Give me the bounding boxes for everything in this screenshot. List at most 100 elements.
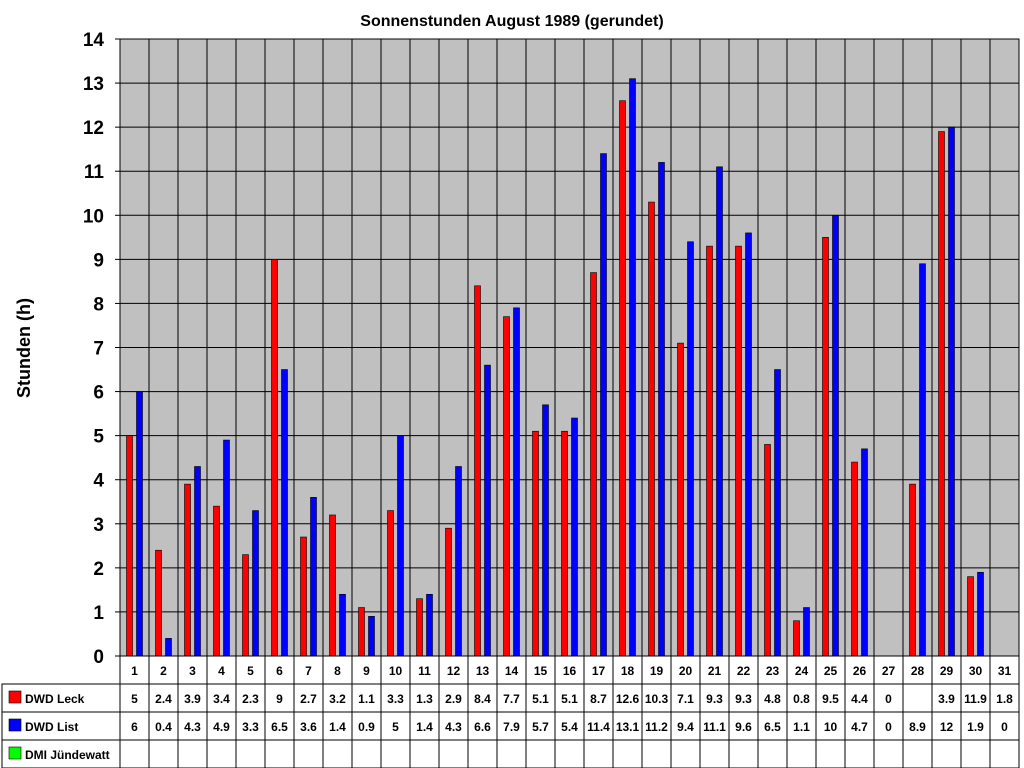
bar-dwd-list-day-9 — [368, 616, 375, 657]
bar-dwd-leck-day-10 — [387, 510, 394, 657]
x-tick-label: 24 — [795, 664, 809, 678]
table-cell-value: 3.4 — [213, 692, 230, 706]
x-tick-label: 21 — [708, 664, 722, 678]
table-cell-value: 6.5 — [271, 720, 288, 734]
table-cell-value: 9.4 — [677, 720, 694, 734]
bar-dwd-list-day-28 — [919, 263, 926, 657]
bar-dwd-list-day-15 — [542, 404, 549, 657]
table-cell-value: 5.1 — [532, 692, 549, 706]
y-tick-label: 8 — [93, 294, 104, 315]
table-cell-value: 3.3 — [387, 692, 404, 706]
table-cell-value: 12.6 — [616, 692, 640, 706]
table-cell-value: 5.1 — [561, 692, 578, 706]
bar-dwd-list-day-25 — [832, 214, 839, 657]
table-cell-value: 1.3 — [416, 692, 433, 706]
bar-dwd-list-day-6 — [281, 369, 288, 657]
table-cell-value: 5 — [392, 720, 399, 734]
bar-dwd-leck-day-5 — [242, 554, 249, 657]
bar-dwd-leck-day-30 — [967, 576, 974, 657]
y-tick-label: 1 — [93, 603, 104, 624]
bar-dwd-list-day-24 — [803, 607, 810, 657]
table-cell-value: 5 — [131, 692, 138, 706]
legend-label: DWD Leck — [25, 692, 85, 706]
bar-dwd-list-day-4 — [223, 439, 230, 657]
bar-dwd-list-day-2 — [165, 638, 172, 657]
x-tick-label: 7 — [305, 664, 312, 678]
table-cell-value: 4.7 — [851, 720, 868, 734]
y-tick-label: 14 — [83, 30, 105, 51]
table-cell-value: 0.8 — [793, 692, 810, 706]
chart-title: Sonnenstunden August 1989 (gerundet) — [360, 13, 663, 30]
bar-dwd-list-day-1 — [136, 391, 143, 657]
table-cell-value: 1.9 — [967, 720, 984, 734]
table-cell-value: 3.6 — [300, 720, 317, 734]
y-tick-label: 7 — [93, 339, 104, 360]
table-cell-value: 3.9 — [938, 692, 955, 706]
bar-dwd-leck-day-20 — [677, 342, 684, 657]
x-tick-label: 31 — [998, 664, 1012, 678]
table-cell-value: 8.7 — [590, 692, 607, 706]
x-tick-label: 15 — [534, 664, 548, 678]
table-cell-value: 5.7 — [532, 720, 549, 734]
table-cell-value: 9.3 — [706, 692, 723, 706]
bar-dwd-leck-day-4 — [213, 505, 220, 657]
table-cell-value: 7.9 — [503, 720, 520, 734]
bar-dwd-leck-day-13 — [474, 285, 481, 657]
x-tick-label: 3 — [189, 664, 196, 678]
bar-dwd-list-day-20 — [687, 241, 694, 657]
bar-dwd-list-day-5 — [252, 510, 259, 657]
table-cell-value: 9.3 — [735, 692, 752, 706]
table-cell-value: 11.1 — [703, 720, 726, 734]
table-cell-value: 3.2 — [329, 692, 346, 706]
x-tick-label: 8 — [334, 664, 341, 678]
legend-swatch — [8, 690, 22, 704]
y-tick-label: 5 — [93, 427, 104, 448]
bar-dwd-leck-day-24 — [793, 620, 800, 657]
bar-dwd-leck-day-6 — [271, 259, 278, 657]
bar-dwd-list-day-29 — [948, 126, 955, 657]
table-cell-value: 6 — [131, 720, 138, 734]
x-tick-label: 20 — [679, 664, 693, 678]
x-tick-label: 6 — [276, 664, 283, 678]
x-tick-label: 13 — [476, 664, 490, 678]
table-cell-value: 4.9 — [213, 720, 230, 734]
table-cell-value: 13.1 — [616, 720, 640, 734]
x-tick-label: 10 — [389, 664, 403, 678]
x-tick-label: 2 — [160, 664, 167, 678]
bar-dwd-list-day-19 — [658, 162, 665, 657]
y-tick-label: 2 — [93, 559, 104, 580]
table-cell-value: 1.1 — [358, 692, 375, 706]
table-cell-value: 6.6 — [474, 720, 491, 734]
table-cell-value: 9.5 — [822, 692, 839, 706]
bar-dwd-list-day-30 — [977, 571, 984, 657]
table-cell-value: 4.8 — [764, 692, 781, 706]
bar-dwd-list-day-23 — [774, 369, 781, 657]
bar-dwd-leck-day-19 — [648, 201, 655, 657]
table-cell-value: 2.9 — [445, 692, 462, 706]
table-cell-value: 7.7 — [503, 692, 520, 706]
y-tick-label: 4 — [93, 471, 104, 492]
table-row-2 — [1, 711, 1020, 741]
x-tick-label: 18 — [621, 664, 635, 678]
bar-dwd-leck-day-25 — [822, 237, 829, 657]
bar-dwd-list-day-21 — [716, 166, 723, 657]
x-tick-label: 29 — [940, 664, 954, 678]
bar-dwd-leck-day-8 — [329, 514, 336, 657]
table-row-3 — [1, 739, 1020, 768]
bar-dwd-list-day-18 — [629, 78, 636, 657]
bar-dwd-leck-day-14 — [503, 316, 510, 657]
bar-dwd-leck-day-29 — [938, 131, 945, 657]
bar-dwd-list-day-3 — [194, 466, 201, 657]
table-cell-value: 1.1 — [793, 720, 810, 734]
bar-dwd-list-day-13 — [484, 364, 491, 657]
bar-dwd-list-day-8 — [339, 593, 346, 657]
x-tick-label: 25 — [824, 664, 838, 678]
table-cell-value: 8.9 — [909, 720, 926, 734]
x-tick-label: 17 — [592, 664, 606, 678]
table-cell-value: 0.9 — [358, 720, 375, 734]
bar-dwd-list-day-16 — [571, 417, 578, 657]
bar-dwd-leck-day-23 — [764, 444, 771, 657]
y-tick-label: 0 — [93, 647, 104, 668]
table-cell-value: 10 — [824, 720, 838, 734]
